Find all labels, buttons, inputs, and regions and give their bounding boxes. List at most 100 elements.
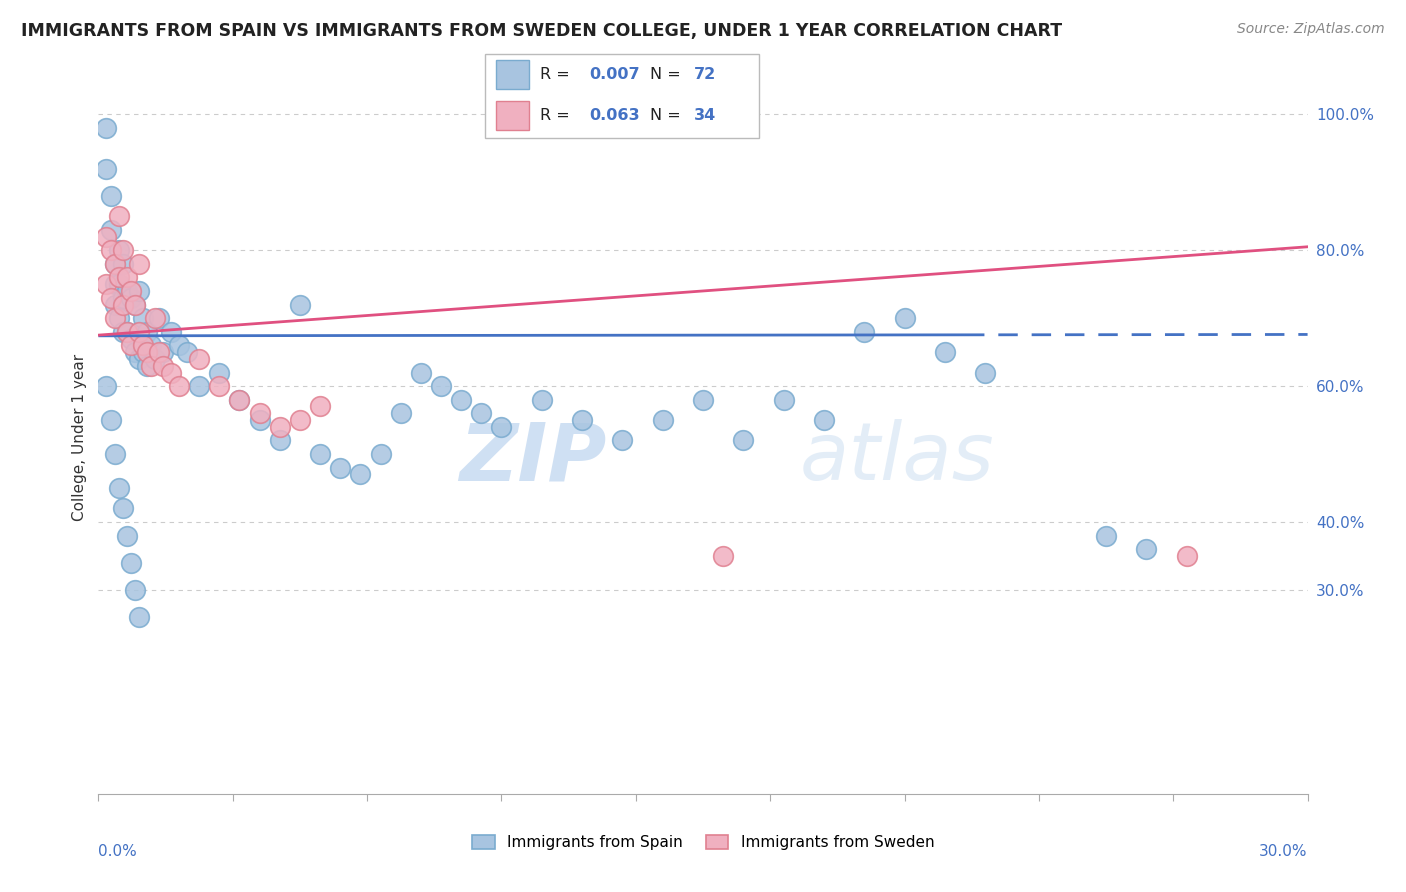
- Point: [132, 311, 155, 326]
- Point: [389, 406, 412, 420]
- Point: [974, 366, 997, 380]
- Point: [288, 297, 311, 311]
- Point: [692, 392, 714, 407]
- Point: [100, 189, 122, 203]
- Point: [115, 270, 138, 285]
- Point: [111, 257, 134, 271]
- Point: [571, 413, 593, 427]
- Point: [148, 345, 170, 359]
- Point: [132, 345, 155, 359]
- Y-axis label: College, Under 1 year: College, Under 1 year: [72, 353, 87, 521]
- Text: N =: N =: [650, 67, 686, 82]
- Point: [1135, 542, 1157, 557]
- Point: [135, 325, 157, 339]
- Text: atlas: atlas: [800, 419, 994, 498]
- Point: [96, 379, 118, 393]
- FancyBboxPatch shape: [485, 54, 759, 138]
- Legend: Immigrants from Spain, Immigrants from Sweden: Immigrants from Spain, Immigrants from S…: [464, 827, 942, 857]
- Point: [100, 223, 122, 237]
- Point: [893, 311, 915, 326]
- Point: [651, 413, 673, 427]
- Point: [309, 400, 332, 414]
- Point: [143, 311, 166, 326]
- Point: [139, 338, 162, 352]
- Point: [152, 345, 174, 359]
- Point: [103, 311, 125, 326]
- Point: [124, 297, 146, 311]
- Point: [176, 345, 198, 359]
- Text: ZIP: ZIP: [458, 419, 606, 498]
- Point: [139, 359, 162, 373]
- Point: [167, 379, 190, 393]
- Point: [107, 209, 129, 223]
- Text: 30.0%: 30.0%: [1260, 844, 1308, 859]
- Point: [100, 413, 122, 427]
- Point: [711, 549, 734, 563]
- Point: [160, 366, 183, 380]
- FancyBboxPatch shape: [496, 101, 529, 130]
- Text: 0.007: 0.007: [589, 67, 640, 82]
- Text: R =: R =: [540, 67, 575, 82]
- Point: [128, 610, 150, 624]
- Point: [115, 284, 138, 298]
- Point: [128, 325, 150, 339]
- Point: [188, 379, 211, 393]
- Point: [409, 366, 432, 380]
- Point: [107, 277, 129, 292]
- Point: [934, 345, 956, 359]
- Point: [208, 366, 231, 380]
- Point: [107, 311, 129, 326]
- Point: [107, 243, 129, 257]
- Point: [115, 528, 138, 542]
- Point: [160, 325, 183, 339]
- Point: [853, 325, 876, 339]
- Point: [107, 270, 129, 285]
- Point: [124, 582, 146, 597]
- Point: [148, 311, 170, 326]
- Point: [228, 392, 250, 407]
- Point: [128, 257, 150, 271]
- Point: [96, 161, 118, 176]
- Point: [430, 379, 453, 393]
- Point: [111, 501, 134, 516]
- Point: [135, 359, 157, 373]
- Point: [120, 338, 142, 352]
- Point: [530, 392, 553, 407]
- Text: 34: 34: [693, 108, 716, 123]
- Text: 0.063: 0.063: [589, 108, 640, 123]
- Point: [269, 434, 291, 448]
- Point: [124, 345, 146, 359]
- Point: [288, 413, 311, 427]
- Point: [103, 257, 125, 271]
- Point: [1175, 549, 1198, 563]
- Point: [309, 447, 332, 461]
- Point: [120, 332, 142, 346]
- Point: [772, 392, 794, 407]
- Point: [120, 291, 142, 305]
- Point: [100, 291, 122, 305]
- Point: [100, 243, 122, 257]
- Point: [249, 406, 271, 420]
- Text: R =: R =: [540, 108, 575, 123]
- Point: [491, 420, 513, 434]
- Point: [120, 284, 142, 298]
- Point: [1095, 528, 1118, 542]
- Point: [132, 338, 155, 352]
- Point: [111, 243, 134, 257]
- Point: [228, 392, 250, 407]
- Point: [115, 325, 138, 339]
- Point: [120, 556, 142, 570]
- Point: [450, 392, 472, 407]
- Point: [103, 277, 125, 292]
- Text: Source: ZipAtlas.com: Source: ZipAtlas.com: [1237, 22, 1385, 37]
- Point: [143, 351, 166, 366]
- Point: [124, 297, 146, 311]
- Point: [269, 420, 291, 434]
- Point: [733, 434, 755, 448]
- Point: [135, 345, 157, 359]
- Point: [349, 467, 371, 482]
- Text: 72: 72: [693, 67, 716, 82]
- Point: [107, 481, 129, 495]
- Point: [96, 277, 118, 292]
- Point: [96, 229, 118, 244]
